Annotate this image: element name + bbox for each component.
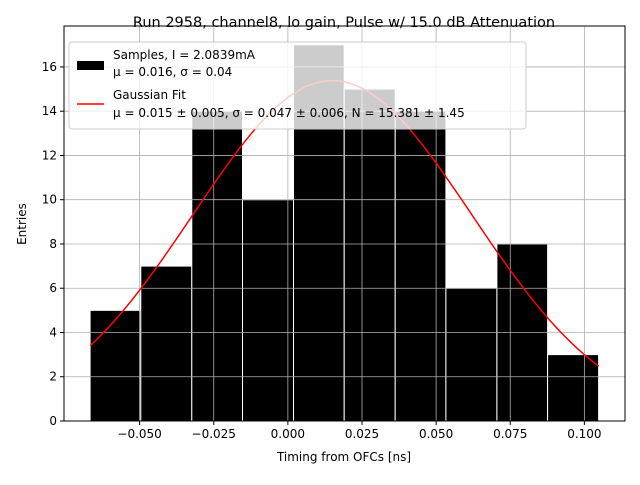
x-axis-ticks: −0.050 −0.025 0.000 0.025 0.050 0.075 0.100	[117, 421, 602, 441]
y-tick-label: 6	[49, 281, 57, 295]
bars-layer	[89, 44, 600, 422]
y-tick-label: 4	[49, 325, 57, 339]
x-tick-label: −0.025	[192, 427, 236, 441]
y-tick-label: 10	[42, 193, 57, 207]
histogram-bar	[394, 110, 447, 422]
legend-stats-samples: μ = 0.016, σ = 0.04	[113, 65, 232, 79]
plot-frame	[63, 25, 626, 422]
histogram-bar	[547, 354, 600, 422]
legend-swatch-samples	[77, 61, 104, 70]
histogram-bar	[89, 309, 142, 422]
x-tick-label: 0.000	[271, 427, 305, 441]
y-tick-label: 16	[42, 60, 57, 74]
histogram-bar	[191, 110, 243, 422]
x-tick-label: −0.050	[117, 427, 161, 441]
y-tick-label: 12	[42, 148, 57, 162]
histogram-bar	[343, 88, 396, 422]
y-tick-label: 0	[49, 414, 57, 428]
y-tick-label: 8	[49, 237, 57, 251]
legend-box	[68, 41, 527, 130]
y-tick-label: 2	[49, 370, 57, 384]
legend: Samples, I = 2.0839mA μ = 0.016, σ = 0.0…	[68, 41, 527, 130]
x-tick-label: 0.025	[345, 427, 379, 441]
legend-label-fit: Gaussian Fit	[113, 88, 186, 102]
legend-label-samples: Samples, I = 2.0839mA	[113, 48, 256, 62]
x-tick-label: 0.075	[493, 427, 527, 441]
chart-title: Run 2958, channel8, lo gain, Pulse w/ 15…	[133, 15, 555, 31]
histogram-bar	[445, 287, 498, 422]
x-tick-label: 0.050	[419, 427, 453, 441]
x-tick-label: 0.100	[567, 427, 601, 441]
y-axis-ticks: 0 2 4 6 8 10 12 14 16	[42, 60, 64, 428]
legend-stats-fit: μ = 0.015 ± 0.005, σ = 0.047 ± 0.006, N …	[113, 106, 465, 120]
x-axis-label: Timing from OFCs [ns]	[276, 450, 411, 464]
histogram-bar	[140, 265, 193, 422]
y-tick-label: 14	[42, 104, 57, 118]
histogram-bar	[242, 199, 294, 422]
y-axis-label: Entries	[15, 203, 29, 245]
